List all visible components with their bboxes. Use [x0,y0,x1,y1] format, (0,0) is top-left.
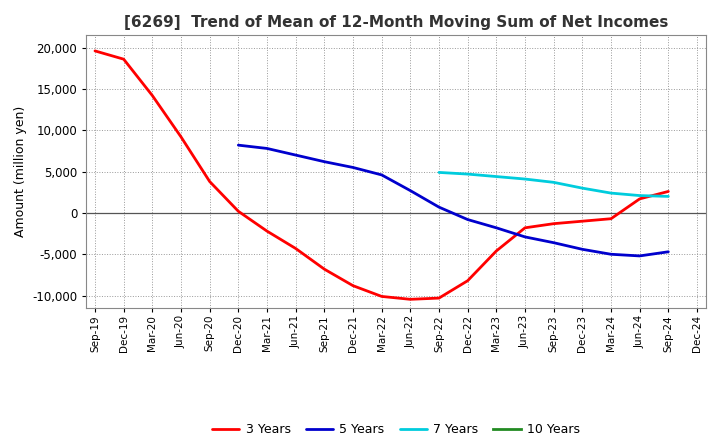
3 Years [578,219,587,224]
3 Years [234,209,243,214]
5 Years [635,253,644,259]
7 Years [492,174,500,179]
Line: 5 Years: 5 Years [238,145,668,256]
7 Years [435,170,444,175]
7 Years [635,193,644,198]
3 Years [464,278,472,283]
5 Years [578,247,587,252]
5 Years [607,252,616,257]
3 Years [292,246,300,251]
3 Years [435,295,444,301]
3 Years [176,134,185,139]
5 Years [292,152,300,158]
7 Years [521,176,529,182]
7 Years [664,194,672,199]
3 Years [549,221,558,226]
3 Years [320,267,328,272]
5 Years [464,217,472,222]
Legend: 3 Years, 5 Years, 7 Years, 10 Years: 3 Years, 5 Years, 7 Years, 10 Years [207,418,585,440]
Y-axis label: Amount (million yen): Amount (million yen) [14,106,27,237]
7 Years [464,172,472,177]
3 Years [521,225,529,231]
3 Years [406,297,415,302]
3 Years [492,248,500,253]
Line: 7 Years: 7 Years [439,172,668,196]
3 Years [664,189,672,194]
Line: 3 Years: 3 Years [95,51,668,299]
3 Years [148,93,157,98]
5 Years [549,240,558,246]
3 Years [377,294,386,299]
5 Years [263,146,271,151]
5 Years [492,225,500,231]
3 Years [348,283,357,288]
5 Years [521,234,529,239]
7 Years [578,186,587,191]
3 Years [91,48,99,54]
3 Years [120,56,128,62]
7 Years [549,180,558,185]
7 Years [607,191,616,196]
5 Years [406,188,415,193]
3 Years [263,228,271,234]
Title: [6269]  Trend of Mean of 12-Month Moving Sum of Net Incomes: [6269] Trend of Mean of 12-Month Moving … [124,15,668,30]
5 Years [234,143,243,148]
3 Years [635,196,644,202]
5 Years [664,249,672,254]
5 Years [348,165,357,170]
5 Years [435,205,444,210]
3 Years [607,216,616,221]
3 Years [205,179,214,184]
5 Years [320,159,328,164]
5 Years [377,172,386,178]
